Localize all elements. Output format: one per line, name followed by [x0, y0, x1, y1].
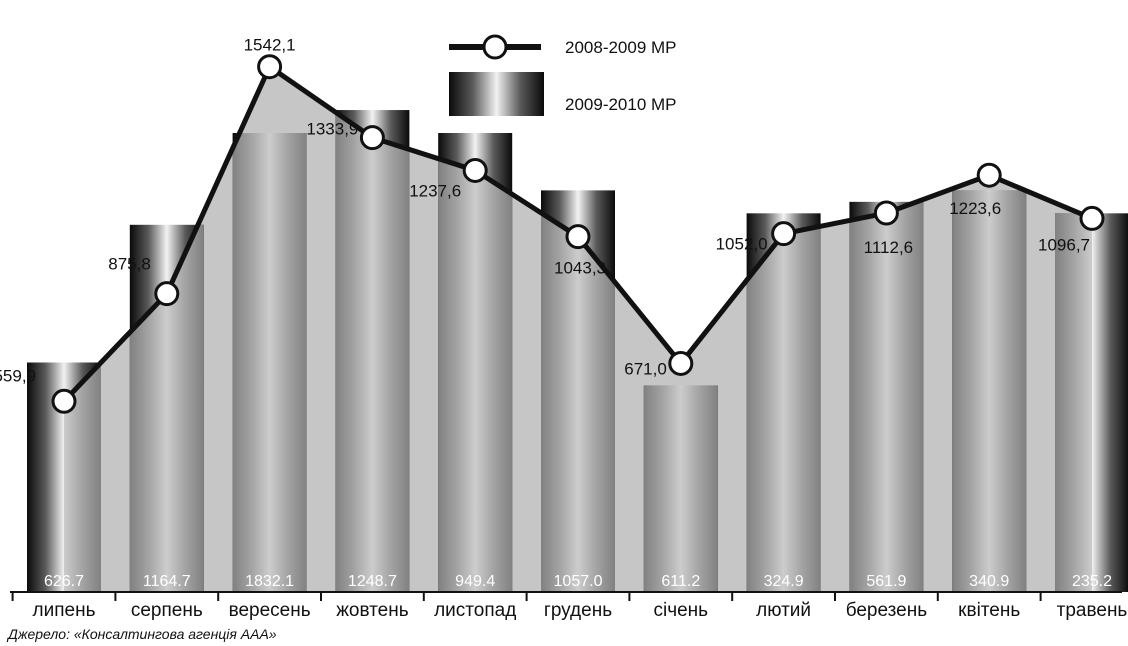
line-value-label: 1237,6	[409, 181, 461, 200]
bar-overlay	[643, 385, 718, 592]
legend: 2008-2009 МР 2009-2010 МР	[449, 34, 677, 116]
x-tick-label: жовтень	[336, 600, 409, 621]
line-value-label: 1223,6	[949, 199, 1001, 218]
labels: липень серпень вересень жовтень листопад груд…	[0, 36, 1127, 621]
x-tick-label: липень	[33, 600, 96, 621]
bar-value-label: 1248.7	[348, 573, 397, 590]
x-axis	[10, 591, 1122, 601]
line-series	[51, 54, 1105, 414]
line-value-label: 1112,6	[864, 238, 913, 257]
x-tick-label: вересень	[229, 600, 311, 621]
line-point	[1079, 205, 1105, 231]
line-value-label: 671,0	[624, 359, 667, 378]
line-point	[257, 54, 283, 80]
x-tick-label: березень	[846, 600, 928, 621]
line-point	[462, 157, 488, 183]
line-point	[154, 281, 180, 307]
bar-overlay	[335, 110, 410, 593]
bar-overlay	[1055, 213, 1092, 592]
bar-overlay	[849, 201, 924, 592]
source-note: Джерело: «Консалтингова агенція ААА»	[8, 626, 277, 642]
x-tick-label: січень	[654, 600, 709, 621]
bar-overlay	[746, 213, 821, 592]
bar-value-label: 626.7	[44, 573, 84, 590]
x-tick-label: листопад	[434, 600, 516, 621]
bar-overlay	[232, 133, 307, 592]
bar-overlay	[952, 190, 1027, 592]
line-value-label: 1096,7	[1038, 235, 1090, 254]
x-tick-label: лютий	[756, 600, 811, 621]
bar-value-label: 340.9	[969, 573, 1009, 590]
line-value-label: 1333,9	[306, 120, 358, 139]
line-point	[873, 200, 899, 226]
x-tick-label: грудень	[544, 600, 612, 621]
line-point	[976, 162, 1002, 188]
line-value-label: 1542,1	[244, 36, 296, 55]
bar-value-label: 235.2	[1072, 573, 1112, 590]
bar-value-label: 324.9	[764, 573, 804, 590]
legend-marker-swatch	[482, 34, 508, 60]
bar-value-label: 611.2	[661, 573, 700, 590]
line-value-label: 1043,3	[554, 259, 606, 278]
x-tick-label: серпень	[131, 600, 203, 621]
legend-label-bar: 2009-2010 МР	[565, 95, 677, 114]
bar-value-label: 1164.7	[143, 573, 191, 590]
line-value-label: 875,8	[108, 255, 151, 274]
bar-value-label: 1832.1	[245, 573, 294, 590]
line-value-label: 1052,0	[716, 235, 768, 254]
line-point	[771, 221, 797, 247]
x-tick-label: травень	[1057, 600, 1128, 621]
line-point	[668, 350, 694, 376]
bars-overlay	[64, 110, 1092, 593]
line-point	[359, 125, 385, 151]
legend-label-line: 2008-2009 МР	[565, 38, 677, 57]
line-value-label: 559,9	[0, 366, 36, 385]
line-point	[565, 224, 591, 250]
line-point	[51, 388, 77, 414]
bar-value-label: 949.4	[455, 573, 495, 590]
legend-bar-swatch	[449, 72, 544, 116]
bar-value-label: 561.9	[866, 573, 906, 590]
x-tick-label: квітень	[958, 600, 1020, 621]
bar-overlay	[438, 133, 513, 592]
bar-value-label: 1057.0	[554, 573, 603, 590]
